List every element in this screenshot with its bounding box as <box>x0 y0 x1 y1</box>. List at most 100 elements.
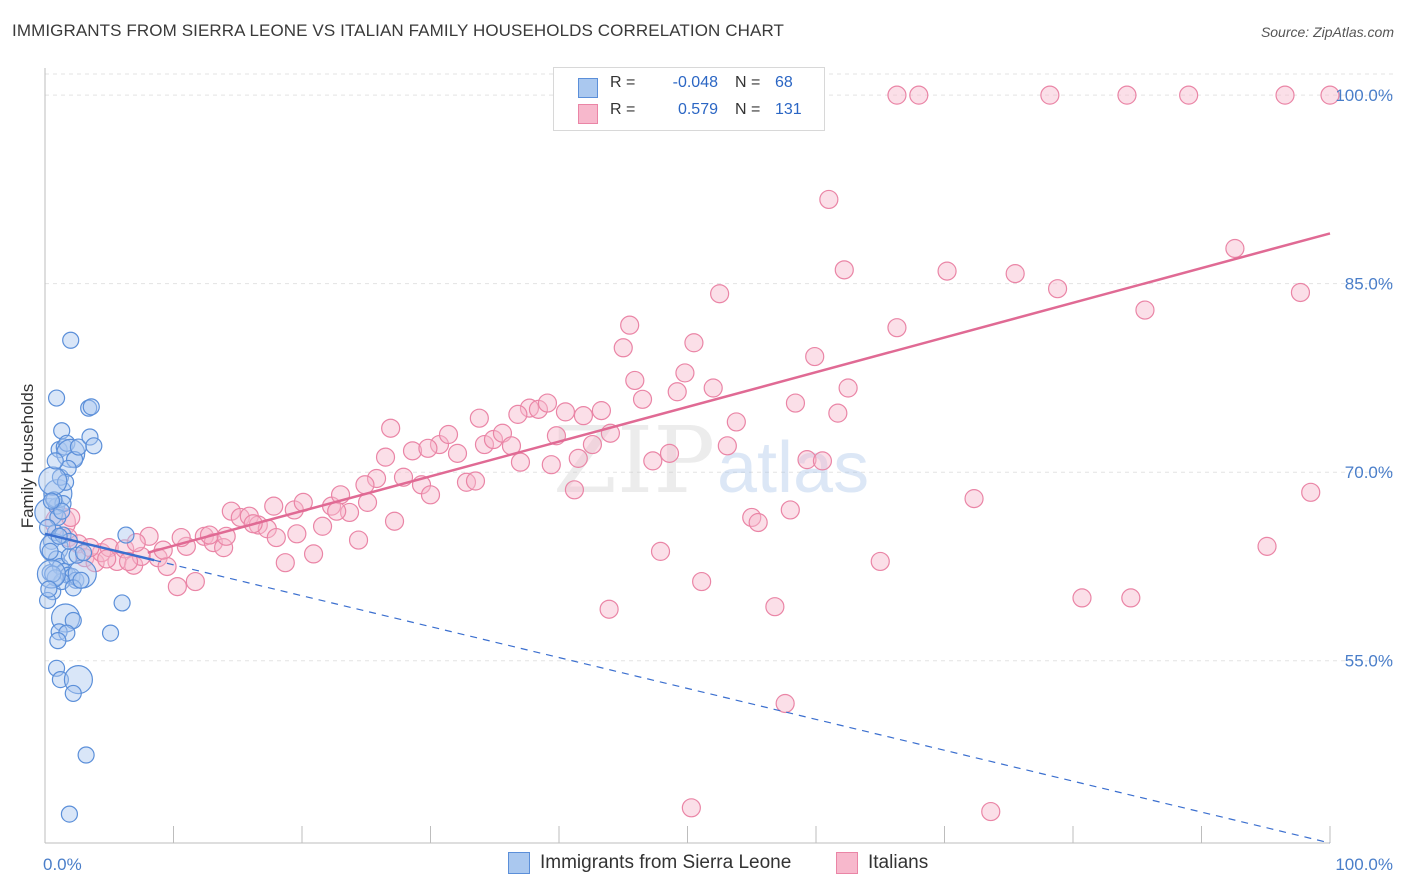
data-point <box>981 801 1001 822</box>
legend-swatch-pink <box>578 104 598 124</box>
sierra-leone-trend-extension <box>154 559 1331 844</box>
data-point <box>214 538 234 558</box>
legend-n-label-1: N = <box>735 74 761 91</box>
data-point <box>508 404 528 424</box>
stats-legend: R = -0.048 N = 68 R = 0.579 N = 131 <box>553 67 825 131</box>
data-point <box>870 551 890 572</box>
data-point <box>53 502 71 520</box>
data-point <box>555 402 576 422</box>
data-point <box>1301 482 1321 502</box>
data-point <box>85 553 105 573</box>
x-tick-label-end: 100.0% <box>1335 855 1393 874</box>
legend-item-italians[interactable]: Italians <box>836 852 928 874</box>
data-point <box>537 393 558 413</box>
legend-swatch-italians <box>836 852 858 874</box>
data-point <box>775 693 795 714</box>
data-point <box>785 393 806 413</box>
data-point <box>1117 85 1137 105</box>
data-point <box>469 408 489 428</box>
data-point <box>465 471 486 491</box>
data-point <box>1040 85 1060 105</box>
data-point <box>36 559 67 589</box>
data-point <box>659 443 680 463</box>
data-point <box>117 526 135 544</box>
data-point <box>157 556 177 577</box>
y-tick-label: 100.0% <box>1335 86 1393 105</box>
data-point <box>46 452 64 470</box>
data-point <box>613 338 633 358</box>
data-point <box>266 527 286 548</box>
trend-lines <box>44 232 1331 844</box>
legend-item-sierra-leone[interactable]: Immigrants from Sierra Leone <box>508 852 791 874</box>
data-point <box>97 549 117 569</box>
data-point <box>812 451 833 471</box>
data-point <box>64 684 82 703</box>
data-point <box>1047 279 1068 299</box>
data-point <box>303 544 324 564</box>
data-point <box>887 318 907 338</box>
data-point <box>474 434 495 455</box>
data-point <box>447 443 468 463</box>
data-point <box>650 541 671 561</box>
data-point <box>726 412 746 432</box>
legend-label-italians: Italians <box>868 852 929 873</box>
data-point <box>568 448 588 468</box>
data-point <box>742 507 762 528</box>
legend-label-sierra-leone: Immigrants from Sierra Leone <box>540 852 792 873</box>
italians-trend-line <box>147 232 1331 554</box>
data-point <box>710 284 730 304</box>
data-point <box>909 85 929 105</box>
watermark-atlas: atlas <box>717 428 869 508</box>
data-point <box>366 468 387 489</box>
data-point <box>384 511 405 531</box>
data-point <box>667 382 687 402</box>
data-point <box>1072 588 1092 608</box>
data-point <box>1179 85 1199 105</box>
data-point <box>264 496 284 516</box>
data-point <box>684 333 704 353</box>
data-point <box>77 746 95 764</box>
data-point <box>632 389 653 409</box>
data-point <box>1257 536 1277 556</box>
legend-n-value-1: 68 <box>775 74 793 91</box>
legend-n-label-2: N = <box>735 101 761 118</box>
data-point <box>564 480 585 500</box>
data-point <box>643 451 663 471</box>
data-point <box>797 450 817 470</box>
data-point <box>101 624 120 642</box>
sierra-leone-points <box>34 331 135 823</box>
data-point <box>60 805 79 823</box>
data-point <box>937 261 957 281</box>
y-tick-label: 55.0% <box>1345 652 1393 671</box>
data-point <box>81 428 99 446</box>
data-point <box>748 512 768 533</box>
data-point <box>47 389 66 407</box>
data-point <box>541 455 561 475</box>
legend-n-value-2: 131 <box>775 101 802 118</box>
data-point <box>717 436 737 456</box>
data-point <box>40 580 58 598</box>
axes <box>44 68 1331 844</box>
data-point <box>805 346 825 367</box>
source-label: Source: ZipAtlas.com <box>1260 24 1394 40</box>
data-point <box>681 798 701 818</box>
sierra-leone-trend-line <box>44 532 155 562</box>
data-point <box>573 406 594 426</box>
data-point <box>1320 85 1340 105</box>
data-point <box>1225 238 1245 259</box>
data-point <box>47 659 66 677</box>
x-tick-label-start: 0.0% <box>43 855 82 874</box>
data-point <box>287 524 307 544</box>
data-point <box>438 424 459 445</box>
data-point <box>703 378 723 398</box>
data-point <box>167 576 187 597</box>
series-legend: Immigrants from Sierra Leone Italians <box>0 852 1406 878</box>
data-point <box>675 363 695 383</box>
data-point <box>834 260 854 280</box>
y-tick-label: 85.0% <box>1345 275 1393 294</box>
data-point <box>72 571 90 589</box>
data-point <box>420 485 441 505</box>
y-tick-labels: 55.0% 70.0% 85.0% 100.0% <box>1335 86 1393 671</box>
chart-title: IMMIGRANTS FROM SIERRA LEONE VS ITALIAN … <box>12 21 785 40</box>
data-point <box>1121 588 1141 608</box>
